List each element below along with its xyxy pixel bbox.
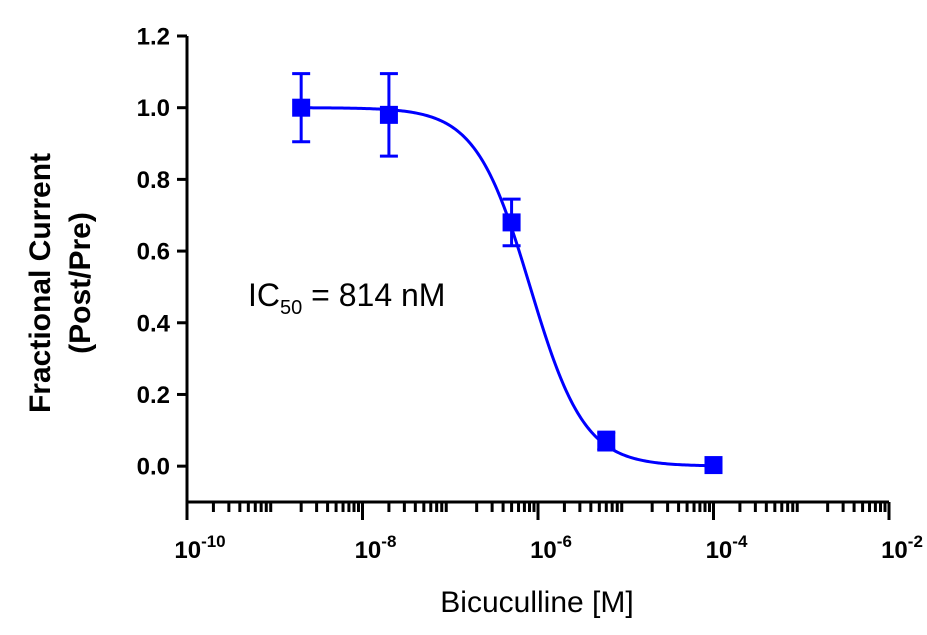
axes	[185, 36, 889, 504]
data-point	[704, 456, 723, 475]
y-axis-title: Fractional Current (Post/Pre)	[24, 153, 97, 413]
data-point	[292, 98, 311, 117]
data-point	[597, 432, 616, 451]
x-tick-label: 10-4	[706, 532, 748, 564]
ic50-value: = 814 nM	[302, 277, 445, 313]
y-tick-label: 0.2	[137, 382, 170, 409]
ic50-annotation: IC50 = 814 nM	[248, 277, 445, 319]
x-tick-label: 10-10	[174, 532, 225, 564]
data-point	[502, 213, 521, 232]
y-tick-label: 0.8	[137, 167, 170, 194]
y-tick-label: 0.6	[137, 239, 170, 266]
y-tick-label: 1.2	[137, 24, 170, 51]
y-axis-title-line1: Fractional Current	[24, 153, 57, 413]
x-tick-label: 10-2	[881, 532, 923, 564]
x-tick-label: 10-6	[530, 532, 572, 564]
data-point	[379, 105, 398, 124]
tick-labels: 0.0 0.2 0.4 0.6 0.8 1.0 1.2 10-10 10-8 10-6 10-4 10…	[137, 24, 923, 565]
y-tick-label: 0.0	[137, 454, 170, 481]
x-axis-title: Bicuculline [M]	[440, 586, 633, 619]
y-axis-title-line2: (Post/Pre)	[64, 212, 97, 354]
ic50-prefix: IC	[248, 277, 280, 313]
y-tick-label: 0.4	[137, 310, 171, 337]
data-points	[292, 72, 723, 475]
x-tick-label: 10-8	[355, 532, 397, 564]
y-tick-label: 1.0	[137, 95, 170, 122]
ticks	[177, 34, 891, 520]
ic50-subscript: 50	[280, 297, 302, 319]
